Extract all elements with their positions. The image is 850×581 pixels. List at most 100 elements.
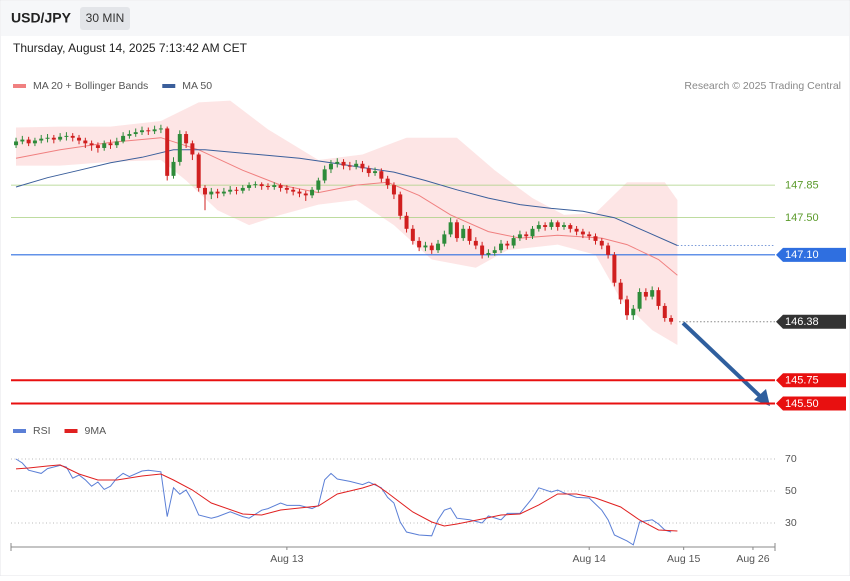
legend-label: MA 50 <box>182 80 212 92</box>
indicator-line <box>15 464 678 532</box>
candle-body <box>524 234 529 237</box>
candle-body <box>360 163 365 169</box>
candle-body <box>26 139 31 144</box>
candle-body <box>580 231 585 235</box>
candle-body <box>152 129 157 132</box>
candle-body <box>354 163 359 167</box>
candle-body <box>221 191 226 194</box>
candle-body <box>486 252 491 255</box>
candle-body <box>637 291 642 309</box>
symbol: USD/JPY <box>11 10 72 26</box>
candle-body <box>253 184 258 186</box>
candle-body <box>423 245 428 248</box>
candle-body <box>265 186 270 188</box>
y-tick-label: 70 <box>785 453 797 465</box>
candle-body <box>171 161 176 176</box>
candle-body <box>480 245 485 255</box>
candle-body <box>385 178 390 186</box>
legend-label: MA 20 + Bollinger Bands <box>33 80 148 92</box>
candle-body <box>511 238 516 246</box>
candle-body <box>272 185 277 187</box>
candle-body <box>555 222 560 227</box>
candle-body <box>284 187 289 190</box>
level-tag <box>776 373 846 388</box>
legend-label: 9MA <box>85 425 107 437</box>
candle-body <box>202 187 207 195</box>
candle-body <box>39 138 44 141</box>
level-label: 147.10 <box>785 249 819 261</box>
candle-body <box>328 163 333 170</box>
candle-body <box>14 141 19 146</box>
candle-body <box>89 143 94 146</box>
candle-body <box>587 234 592 237</box>
candle-body <box>316 180 321 190</box>
forecast-arrow <box>681 321 764 400</box>
candle-body <box>240 187 245 191</box>
candle-body <box>177 134 182 162</box>
candle-body <box>662 305 667 319</box>
candle-body <box>58 136 63 140</box>
candle-body <box>467 228 472 241</box>
candle-body <box>45 137 50 139</box>
candle-body <box>297 191 302 194</box>
candle-body <box>442 234 447 244</box>
legend-swatch <box>162 84 176 88</box>
candle-body <box>259 184 264 187</box>
candle-body <box>473 240 478 246</box>
candle-body <box>612 254 617 283</box>
timeframe-pill <box>80 7 130 30</box>
candle-body <box>404 215 409 229</box>
legend: MA 20 + Bollinger Bands MA 50 <box>13 80 212 92</box>
x-tick-label: Aug 13 <box>270 553 303 565</box>
candle-body <box>278 185 283 188</box>
candle-body <box>228 189 233 192</box>
candle-body <box>158 128 163 130</box>
candle-body <box>530 228 535 237</box>
level-tag <box>776 396 846 411</box>
legend-label: RSI <box>33 425 51 437</box>
candle-body <box>373 171 378 174</box>
candle-body <box>574 228 579 232</box>
header-bar <box>1 1 849 36</box>
timestamp: Thursday, August 14, 2025 7:13:42 AM CET <box>13 41 248 55</box>
candle-body <box>593 236 598 241</box>
candle-body <box>291 189 296 192</box>
x-tick-label: Aug 26 <box>736 553 769 565</box>
candle-body <box>341 161 346 166</box>
candle-body <box>108 143 113 146</box>
indicator-line <box>15 458 672 546</box>
candle-body <box>165 128 170 176</box>
credit: Research © 2025 Trading Central <box>684 80 841 92</box>
candle-body <box>543 225 548 227</box>
candle-body <box>127 134 132 136</box>
level-tag <box>776 314 846 329</box>
candle-body <box>436 243 441 251</box>
level-label: 145.50 <box>785 398 819 410</box>
ma-line <box>15 149 678 246</box>
x-tick-label: Aug 14 <box>573 553 606 565</box>
y-tick-label: 50 <box>785 485 797 497</box>
candle-body <box>606 245 611 255</box>
level-label: 147.85 <box>785 180 819 192</box>
candle-body <box>656 290 661 306</box>
candle-body <box>209 191 214 195</box>
candle-body <box>624 299 629 316</box>
candle-body <box>64 135 69 137</box>
candle-body <box>398 194 403 216</box>
level-label: 145.75 <box>785 375 819 387</box>
level-label: 146.38 <box>785 316 819 328</box>
candle-body <box>536 225 541 229</box>
candle-body <box>215 191 220 194</box>
candle-body <box>196 154 201 188</box>
candle-body <box>32 140 37 144</box>
candle-body <box>448 222 453 235</box>
legend-swatch <box>13 429 26 433</box>
candle-body <box>247 185 252 188</box>
candle-body <box>379 171 384 179</box>
candle-body <box>410 228 415 241</box>
candle-body <box>322 169 327 181</box>
forecast-arrowhead <box>754 389 770 406</box>
